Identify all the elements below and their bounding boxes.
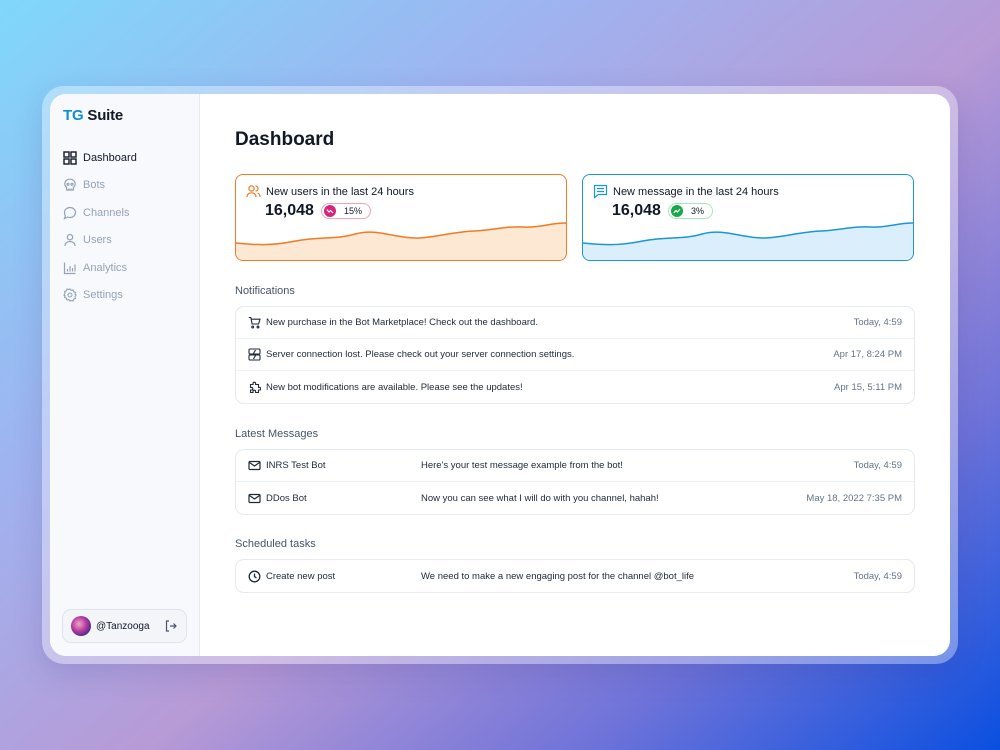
user-icon (63, 233, 77, 247)
gear-icon (63, 288, 77, 303)
message-item[interactable]: INRS Test Bot Here's your test message e… (236, 450, 914, 482)
sidebar-item-label: Settings (83, 289, 123, 302)
puzzle-icon (248, 381, 262, 394)
main-content: Dashboard New users in the last 24 hours… (200, 94, 950, 656)
chat-bubble-icon (63, 206, 77, 220)
notification-time: Today, 4:59 (853, 317, 902, 328)
sidebar-item-label: Channels (83, 206, 130, 219)
mail-icon (248, 459, 261, 472)
user-profile-card[interactable]: @Tanzooga (62, 609, 187, 643)
clock-icon (248, 570, 261, 583)
sparkline-chart (236, 222, 566, 260)
bot-skull-icon (63, 178, 77, 192)
users-icon (246, 184, 261, 199)
stat-title: New message in the last 24 hours (613, 185, 779, 198)
mail-icon (248, 492, 261, 505)
task-name: Create new post (266, 570, 336, 582)
trend-down-icon (323, 205, 336, 217)
notification-text: Server connection lost. Please check out… (266, 349, 575, 360)
trend-up-icon (670, 205, 683, 217)
sidebar-item-bots[interactable]: Bots (63, 172, 137, 200)
message-time: Today, 4:59 (853, 460, 902, 471)
message-icon (593, 184, 608, 199)
sidebar-item-analytics[interactable]: Analytics (63, 254, 137, 282)
app-logo[interactable]: TG Suite (63, 107, 123, 124)
sidebar-item-label: Analytics (83, 261, 128, 274)
bar-chart-icon (63, 261, 77, 275)
notification-item[interactable]: Server connection lost. Please check out… (236, 339, 914, 371)
stat-title: New users in the last 24 hours (266, 185, 414, 198)
trend-badge: 15% (320, 203, 371, 219)
avatar (71, 616, 91, 636)
sidebar-item-dashboard[interactable]: Dashboard (63, 144, 137, 172)
task-time: Today, 4:59 (853, 570, 902, 582)
message-sender: INRS Test Bot (266, 460, 326, 471)
task-description: We need to make a new engaging post for … (421, 570, 695, 582)
page-title: Dashboard (235, 129, 335, 150)
sidebar-item-users[interactable]: Users (63, 227, 137, 255)
logout-icon[interactable] (164, 619, 178, 633)
task-item[interactable]: Create new post We need to make a new en… (236, 560, 914, 592)
sparkline-chart (583, 222, 913, 260)
latest-messages-heading: Latest Messages (235, 428, 319, 440)
message-time: May 18, 2022 7:35 PM (806, 492, 902, 504)
notification-time: Apr 15, 5:11 PM (834, 381, 902, 393)
stat-card-new-messages[interactable]: New message in the last 24 hours 16,048 … (582, 174, 914, 261)
trend-percent: 3% (690, 206, 704, 216)
stat-card-new-users[interactable]: New users in the last 24 hours 16,048 15… (235, 174, 567, 261)
notification-text: New bot modifications are available. Ple… (266, 381, 523, 393)
message-item[interactable]: DDos Bot Now you can see what I will do … (236, 482, 914, 514)
scheduled-tasks-heading: Scheduled tasks (235, 538, 316, 550)
stat-value: 16,048 (265, 202, 314, 219)
grid-icon (63, 151, 77, 165)
notifications-heading: Notifications (235, 285, 295, 297)
sidebar: TG Suite Dashboard Bots Channels (50, 94, 200, 656)
notification-text: New purchase in the Bot Marketplace! Che… (266, 317, 538, 328)
sidebar-nav: Dashboard Bots Channels Users (63, 144, 137, 309)
sidebar-item-settings[interactable]: Settings (63, 282, 137, 310)
app-window: TG Suite Dashboard Bots Channels (50, 94, 950, 656)
cart-icon (248, 316, 261, 329)
stats-row: New users in the last 24 hours 16,048 15… (235, 174, 915, 261)
logo-suffix: Suite (87, 107, 124, 124)
sidebar-item-label: Bots (83, 179, 106, 192)
message-sender: DDos Bot (266, 492, 307, 504)
tasks-list: Create new post We need to make a new en… (235, 559, 915, 593)
message-preview: Now you can see what I will do with you … (421, 492, 659, 504)
trend-percent: 15% (343, 206, 362, 216)
server-error-icon (248, 348, 261, 361)
sidebar-item-label: Users (83, 234, 112, 247)
sidebar-item-label: Dashboard (83, 151, 137, 164)
messages-list: INRS Test Bot Here's your test message e… (235, 449, 915, 515)
sidebar-item-channels[interactable]: Channels (63, 199, 137, 227)
logo-prefix: TG (63, 107, 84, 124)
notification-item[interactable]: New bot modifications are available. Ple… (236, 371, 914, 403)
notification-item[interactable]: New purchase in the Bot Marketplace! Che… (236, 307, 914, 339)
stat-value: 16,048 (612, 202, 661, 219)
notifications-list: New purchase in the Bot Marketplace! Che… (235, 306, 915, 404)
notification-time: Apr 17, 8:24 PM (833, 349, 902, 360)
trend-badge: 3% (667, 203, 713, 219)
user-handle: @Tanzooga (96, 620, 150, 632)
message-preview: Here's your test message example from th… (421, 460, 623, 471)
